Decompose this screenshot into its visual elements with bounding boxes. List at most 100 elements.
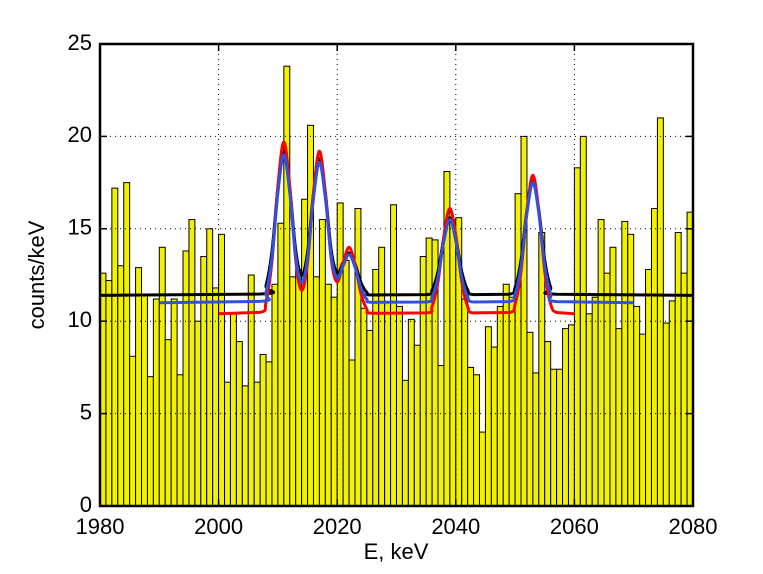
bar: [312, 276, 320, 507]
bar: [111, 187, 119, 507]
bar: [277, 222, 285, 507]
x-axis-label: E, keV: [364, 539, 429, 564]
y-tick-label: 5: [80, 399, 92, 424]
bar: [354, 207, 362, 507]
bar: [182, 250, 190, 507]
x-tick-label: 1980: [76, 514, 125, 539]
bar: [526, 331, 534, 507]
bar: [567, 324, 575, 507]
bar: [621, 220, 629, 507]
bar: [449, 219, 457, 507]
bar: [229, 313, 237, 507]
bar: [253, 381, 261, 507]
bar: [425, 237, 433, 507]
bar: [514, 193, 522, 507]
bar: [117, 265, 125, 507]
bar: [680, 272, 688, 507]
bar: [650, 207, 658, 507]
bar: [188, 219, 196, 507]
bar: [259, 353, 267, 507]
bar: [152, 298, 160, 507]
bar: [218, 233, 226, 507]
bar: [407, 318, 415, 507]
bar: [609, 246, 617, 507]
bar: [135, 267, 143, 507]
bar: [330, 296, 338, 507]
fit-curve: [159, 153, 634, 305]
bar: [556, 368, 564, 507]
bar: [342, 259, 350, 507]
bar: [401, 379, 409, 507]
bar: [241, 385, 249, 507]
bar: [348, 359, 356, 507]
y-tick-label: 10: [68, 307, 92, 332]
bar: [502, 283, 510, 507]
x-tick-label: 2060: [550, 514, 599, 539]
bar: [390, 204, 398, 507]
bar: [550, 368, 558, 507]
bar: [674, 231, 682, 507]
bar: [235, 341, 243, 507]
bar: [532, 372, 540, 507]
bar: [212, 287, 220, 507]
bar: [461, 298, 469, 507]
plot-frame: [98, 42, 695, 508]
bar: [573, 167, 581, 507]
bar: [324, 283, 332, 507]
bar: [170, 298, 178, 507]
bar: [437, 365, 445, 507]
x-tick-label: 2040: [431, 514, 480, 539]
bar: [366, 329, 374, 507]
bar: [645, 268, 652, 507]
bar: [271, 283, 279, 507]
bar: [467, 366, 475, 507]
bar: [307, 124, 314, 507]
y-tick-label: 15: [68, 215, 92, 240]
bar: [413, 344, 421, 507]
x-tick-label: 2020: [313, 514, 362, 539]
y-tick-label: 0: [80, 492, 92, 517]
bar: [164, 339, 172, 507]
bar: [662, 322, 670, 507]
x-tick-label: 2080: [669, 514, 718, 539]
bar: [562, 328, 569, 507]
y-tick-label: 20: [68, 122, 92, 147]
bar: [396, 305, 403, 507]
y-axis-label: counts/keV: [24, 220, 49, 329]
bar: [603, 272, 611, 507]
bar: [591, 296, 599, 507]
bar: [668, 300, 676, 507]
bar: [158, 246, 166, 507]
bar: [615, 328, 623, 507]
bar: [597, 219, 605, 507]
bar: [265, 361, 273, 507]
y-tick-label: 25: [68, 30, 92, 55]
bar: [289, 276, 297, 507]
bar: [378, 246, 386, 507]
bar: [372, 268, 380, 507]
bar: [318, 219, 326, 507]
x-tick-label: 2000: [194, 514, 243, 539]
bar: [141, 294, 148, 507]
bar: [336, 202, 344, 507]
bar: [176, 374, 184, 507]
bar: [224, 381, 231, 507]
bar: [639, 333, 647, 507]
bar: [479, 431, 486, 507]
bar: [508, 296, 516, 507]
bar: [473, 374, 481, 507]
bar: [384, 302, 392, 507]
bar: [301, 198, 309, 507]
bar: [633, 305, 641, 507]
bar: [544, 341, 552, 507]
bar: [247, 274, 255, 507]
bar: [146, 376, 154, 507]
bar: [123, 182, 131, 507]
bar: [585, 313, 593, 507]
bar: [627, 233, 635, 507]
bar: [496, 305, 504, 507]
bar: [295, 268, 303, 507]
bar: [360, 307, 368, 507]
